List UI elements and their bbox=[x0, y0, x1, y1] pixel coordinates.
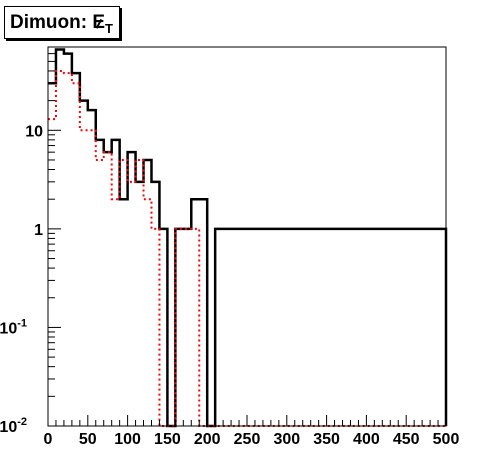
title-symbol: E bbox=[92, 7, 105, 38]
histogram-series-2 bbox=[48, 69, 446, 427]
histogram-series-1 bbox=[48, 48, 448, 428]
x-tick-label: 0 bbox=[44, 431, 53, 448]
x-tick-label: 100 bbox=[114, 431, 141, 448]
y-tick-label: 10 bbox=[25, 123, 43, 140]
x-tick-label: 350 bbox=[313, 431, 340, 448]
x-tick-label: 150 bbox=[154, 431, 181, 448]
x-tick-label: 200 bbox=[194, 431, 221, 448]
x-tick-label: 450 bbox=[393, 431, 420, 448]
x-tick-label: 500 bbox=[433, 431, 460, 448]
series-layer bbox=[48, 48, 448, 428]
title-subscript: T bbox=[105, 21, 113, 36]
x-tick-label: 250 bbox=[234, 431, 261, 448]
x-tick-label: 400 bbox=[353, 431, 380, 448]
x-tick-label: 300 bbox=[273, 431, 300, 448]
title-text: Dimuon: bbox=[10, 12, 93, 33]
chart-title: Dimuon: ET bbox=[4, 6, 120, 39]
plot-area bbox=[47, 46, 447, 427]
y-tick-label: 1 bbox=[34, 222, 43, 239]
x-tick-label: 50 bbox=[79, 431, 97, 448]
y-tick-label: 10-1 bbox=[0, 317, 27, 337]
y-tick-label: 10-2 bbox=[0, 416, 27, 436]
